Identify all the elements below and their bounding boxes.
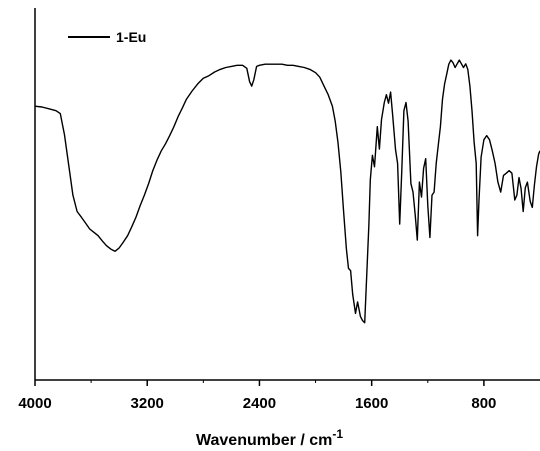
- legend-label-1-eu: 1-Eu: [116, 29, 146, 45]
- series-group: [34, 59, 540, 324]
- legend: 1-Eu: [68, 29, 146, 45]
- series-line-0: [34, 59, 540, 324]
- x-tick-label-3: 1600: [355, 395, 388, 412]
- x-tick-label-0: 4000: [18, 395, 51, 412]
- x-axis-title: Wavenumber / cm-1: [196, 427, 343, 449]
- axes: [34, 8, 540, 381]
- x-tick-label-1: 3200: [131, 395, 164, 412]
- x-tick-label-4: 800: [471, 395, 496, 412]
- x-axis-title-superscript: -1: [332, 427, 343, 441]
- x-ticks: 4000 3200 2400 1600 800: [18, 380, 496, 412]
- x-tick-label-2: 2400: [243, 395, 276, 412]
- x-axis-title-main: Wavenumber / cm: [196, 432, 332, 449]
